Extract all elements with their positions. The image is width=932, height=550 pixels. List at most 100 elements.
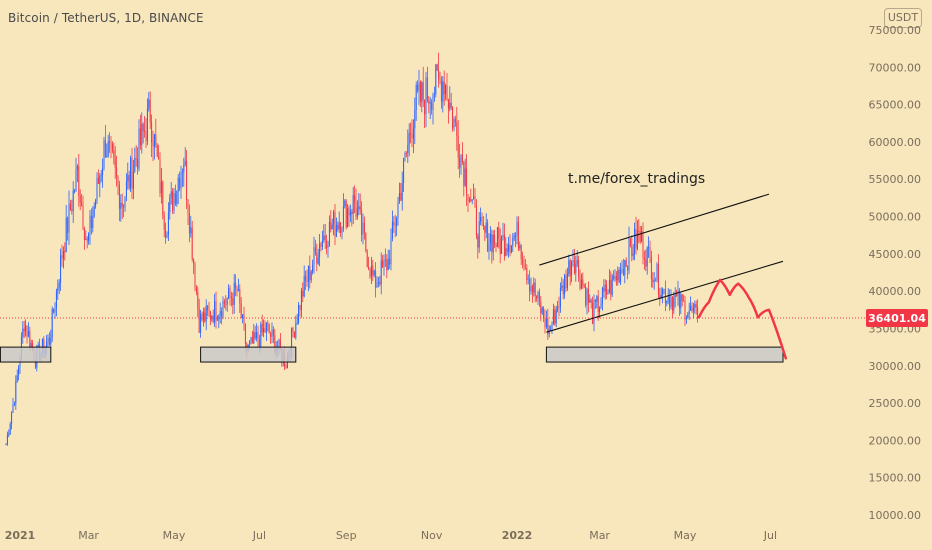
candle-body <box>26 325 28 337</box>
candle-body <box>629 238 631 247</box>
candle-body <box>572 260 574 262</box>
candle-body <box>12 404 14 414</box>
y-tick-label: 40000.00 <box>869 285 922 298</box>
candle-body <box>57 287 59 291</box>
candle-body <box>202 312 204 321</box>
candle-body <box>239 289 241 304</box>
candle-body <box>638 230 640 232</box>
candle-body <box>359 206 361 211</box>
candle-body <box>456 122 458 136</box>
candle-body <box>41 339 43 353</box>
price-axis[interactable]: 75000.00 70000.00 65000.00 60000.00 55000.00… <box>869 24 922 522</box>
candle-body <box>429 102 431 104</box>
candle-body <box>694 304 696 308</box>
candle-body <box>88 233 90 241</box>
candle-body <box>254 331 256 339</box>
x-tick-label: 2021 <box>5 529 36 542</box>
candle-body <box>89 215 91 234</box>
candle-body <box>130 157 132 188</box>
candle-body <box>656 264 658 281</box>
candle-body <box>599 308 601 312</box>
candle-body <box>475 205 477 236</box>
candle-body <box>102 168 104 176</box>
candle-body <box>312 265 314 272</box>
candle-body <box>687 314 689 318</box>
y-tick-label: 65000.00 <box>869 99 922 112</box>
candle-body <box>529 279 531 292</box>
time-axis[interactable]: 2021 Mar May Jul Sep Nov 2022 Mar May Jul <box>5 529 777 542</box>
candle-body <box>292 328 294 333</box>
candle-body <box>533 282 535 293</box>
candle-body <box>240 303 242 318</box>
candle-body <box>414 109 416 129</box>
candle-body <box>501 236 503 254</box>
candle-body <box>268 324 270 334</box>
candle-body <box>587 288 589 303</box>
candle-body <box>692 307 694 312</box>
candle-body <box>236 288 238 292</box>
candle-body <box>348 208 350 216</box>
candle-body <box>433 94 435 96</box>
candle-body <box>634 228 636 254</box>
x-tick-label: Mar <box>589 529 610 542</box>
candle-body <box>538 292 540 302</box>
candle-body <box>422 82 424 100</box>
candle-body <box>435 64 437 95</box>
candle-body <box>46 342 48 348</box>
candle-body <box>579 276 581 289</box>
candle-body <box>636 230 638 249</box>
candle-body <box>209 311 211 320</box>
candle-body <box>141 123 143 146</box>
candle-body <box>298 304 300 323</box>
candle-body <box>53 308 55 313</box>
candle-body <box>494 235 496 244</box>
candle-body <box>495 243 497 247</box>
candle-body <box>335 224 337 237</box>
candle-body <box>482 222 484 227</box>
candle-body <box>608 280 610 294</box>
candle-body <box>571 261 573 276</box>
candle-body <box>695 304 697 308</box>
candle-body <box>565 275 567 289</box>
candle-body <box>22 328 24 338</box>
currency-button[interactable]: USDT <box>884 8 922 28</box>
candle-body <box>163 215 165 230</box>
candle-body <box>662 289 664 296</box>
candle-body <box>310 271 312 281</box>
candle-body <box>625 260 627 266</box>
candle-body <box>324 235 326 240</box>
candle-body <box>597 296 599 312</box>
candle-body <box>285 366 287 369</box>
candle-body <box>82 205 84 229</box>
candle-body <box>16 375 18 382</box>
candle-body <box>177 177 179 191</box>
candle-body <box>230 296 232 299</box>
candle-body <box>341 228 343 233</box>
candle-body <box>690 305 692 311</box>
candle-body <box>86 238 88 241</box>
candle-body <box>365 233 367 252</box>
candle-body <box>79 195 81 203</box>
candle-body <box>99 176 101 184</box>
candle-body <box>568 260 570 274</box>
y-tick-label: 75000.00 <box>869 24 922 37</box>
y-tick-label: 45000.00 <box>869 248 922 261</box>
candle-body <box>253 331 255 344</box>
candle-body <box>114 158 116 168</box>
candle-body <box>228 287 230 299</box>
projection-line <box>697 278 788 360</box>
candle-body <box>110 142 112 144</box>
candle-body <box>131 157 133 189</box>
candle-body <box>480 216 482 222</box>
candle-body <box>650 256 652 280</box>
candle-body <box>373 270 375 276</box>
candle-body <box>5 444 7 446</box>
candle-body <box>617 269 619 281</box>
candle-body <box>541 307 543 314</box>
candle-body <box>492 235 494 253</box>
candle-body <box>195 287 197 292</box>
candle-body <box>527 279 529 281</box>
candle-body <box>516 221 518 236</box>
candle-body <box>6 435 8 445</box>
